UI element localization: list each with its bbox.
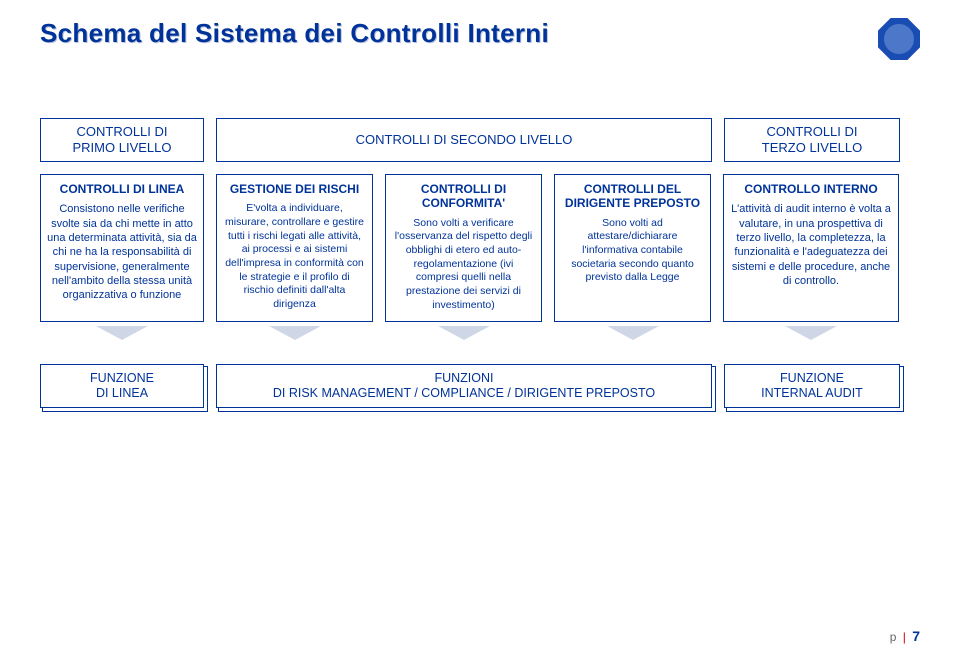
card-title: CONTROLLI DEL DIRIGENTE PREPOSTO [561,182,704,211]
card-title: CONTROLLI DI LINEA [60,182,185,196]
page-title: Schema del Sistema dei Controlli Interni [40,18,549,49]
arrow-slot [554,326,711,340]
footer-separator: | [903,630,906,644]
footer-prefix: p [890,630,897,644]
card-controlli-linea: CONTROLLI DI LINEA Consistono nelle veri… [40,174,204,322]
function-risk-compliance: FUNZIONIDI RISK MANAGEMENT / COMPLIANCE … [216,364,712,408]
card-body: Sono volti ad attestare/dichiarare l'inf… [561,217,704,285]
arrow-down-icon [438,326,490,340]
card-title: CONTROLLI DI CONFORMITA' [392,182,535,211]
card-body: Consistono nelle verifiche svolte sia da… [47,202,197,302]
function-linea: FUNZIONEDI LINEA [40,364,204,408]
cards-row: CONTROLLI DI LINEA Consistono nelle veri… [40,174,920,322]
arrow-down-icon [269,326,321,340]
card-gestione-rischi: GESTIONE DEI RISCHI E'volta a individuar… [216,174,373,322]
arrow-down-icon [785,326,837,340]
arrow-slot [385,326,542,340]
arrows-row [40,326,920,340]
page-footer: p | 7 [890,628,920,644]
card-body: E'volta a individuare, misurare, control… [223,202,366,311]
logo-icon [878,18,920,60]
functions-row: FUNZIONEDI LINEA FUNZIONIDI RISK MANAGEM… [40,364,920,408]
arrow-slot [40,326,204,340]
card-conformita: CONTROLLI DI CONFORMITA' Sono volti a ve… [385,174,542,322]
arrow-slot [723,326,899,340]
function-internal-audit: FUNZIONEINTERNAL AUDIT [724,364,900,408]
level-headers-row: CONTROLLI DIPRIMO LIVELLO CONTROLLI DI S… [40,118,920,162]
card-title: CONTROLLO INTERNO [744,182,877,196]
footer-page-number: 7 [912,628,920,644]
header: Schema del Sistema dei Controlli Interni [40,18,920,60]
arrow-down-icon [607,326,659,340]
card-controllo-interno: CONTROLLO INTERNO L'attività di audit in… [723,174,899,322]
arrow-down-icon [96,326,148,340]
level-header-secondo: CONTROLLI DI SECONDO LIVELLO [216,118,712,162]
level-header-terzo: CONTROLLI DITERZO LIVELLO [724,118,900,162]
card-body: L'attività di audit interno è volta a va… [730,202,892,288]
level-header-primo: CONTROLLI DIPRIMO LIVELLO [40,118,204,162]
card-title: GESTIONE DEI RISCHI [230,182,359,196]
card-body: Sono volti a verificare l'osservanza del… [392,217,535,312]
card-dirigente-preposto: CONTROLLI DEL DIRIGENTE PREPOSTO Sono vo… [554,174,711,322]
arrow-slot [216,326,373,340]
